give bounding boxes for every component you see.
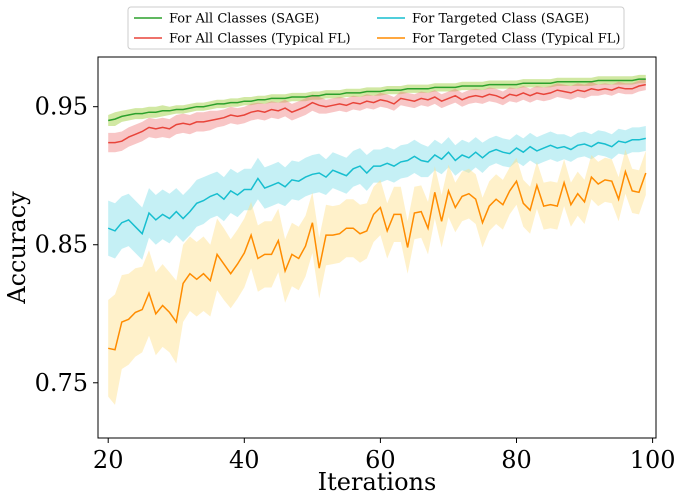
series-line-0	[108, 78, 646, 122]
y-tick-label: 0.85	[35, 231, 88, 259]
series-lines	[107, 78, 647, 351]
legend-label: For Targeted Class (SAGE)	[412, 12, 589, 27]
x-tick-label: 60	[365, 446, 396, 474]
y-axis-ticks: 0.75 0.85 0.95	[35, 93, 98, 397]
series-line-3	[108, 168, 647, 351]
confidence-band-0	[108, 74, 646, 126]
y-tick-label: 0.75	[35, 369, 88, 397]
x-tick-label: 100	[630, 446, 676, 474]
legend-label: For Targeted Class (Typical FL)	[412, 32, 620, 47]
legend-box	[127, 6, 625, 50]
legend: For All Classes (SAGE) For All Classes (T…	[127, 6, 625, 50]
series-line-1	[108, 83, 646, 144]
series-line-2	[107, 137, 646, 236]
x-tick-label: 40	[229, 446, 260, 474]
y-tick-label: 0.95	[35, 93, 88, 121]
confidence-bands	[108, 74, 646, 405]
legend-label: For All Classes (SAGE)	[169, 12, 319, 27]
x-axis-title: Iterations	[318, 468, 437, 496]
plot-frame	[97, 56, 657, 439]
confidence-band-2	[108, 126, 646, 260]
x-tick-label: 20	[93, 446, 124, 474]
legend-label: For All Classes (Typical FL)	[169, 32, 351, 47]
x-axis-ticks: 20 40 60 80 100	[93, 438, 676, 474]
confidence-band-3	[108, 149, 646, 405]
confidence-band-1	[108, 79, 646, 153]
x-tick-label: 80	[501, 446, 532, 474]
y-axis-title: Accuracy	[3, 191, 31, 305]
